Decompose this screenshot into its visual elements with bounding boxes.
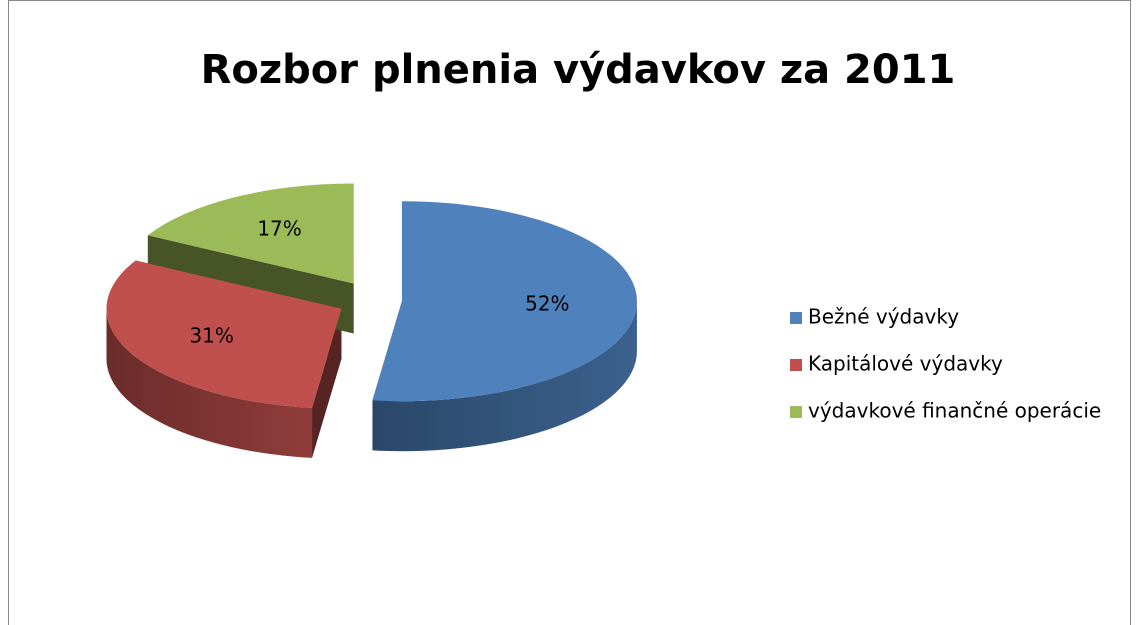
pie-tops: [106, 183, 637, 408]
slice-side: [106, 308, 313, 458]
pie-slice: [106, 260, 342, 408]
data-label: 17%: [257, 217, 301, 241]
legend-swatch: [790, 312, 802, 324]
legend-label: Bežné výdavky: [808, 305, 959, 329]
pie-slice: [372, 201, 637, 402]
chart-title: Rozbor plnenia výdavkov za 2011: [201, 47, 956, 93]
legend-swatch: [790, 359, 802, 371]
data-label: 31%: [189, 323, 233, 347]
legend-label: Kapitálové výdavky: [808, 352, 1003, 376]
slice-side: [372, 301, 637, 452]
legend-label: výdavkové finančné operácie: [808, 399, 1101, 423]
legend-swatch: [790, 406, 802, 418]
data-label: 52%: [525, 292, 569, 316]
pie-slice: [147, 183, 354, 284]
